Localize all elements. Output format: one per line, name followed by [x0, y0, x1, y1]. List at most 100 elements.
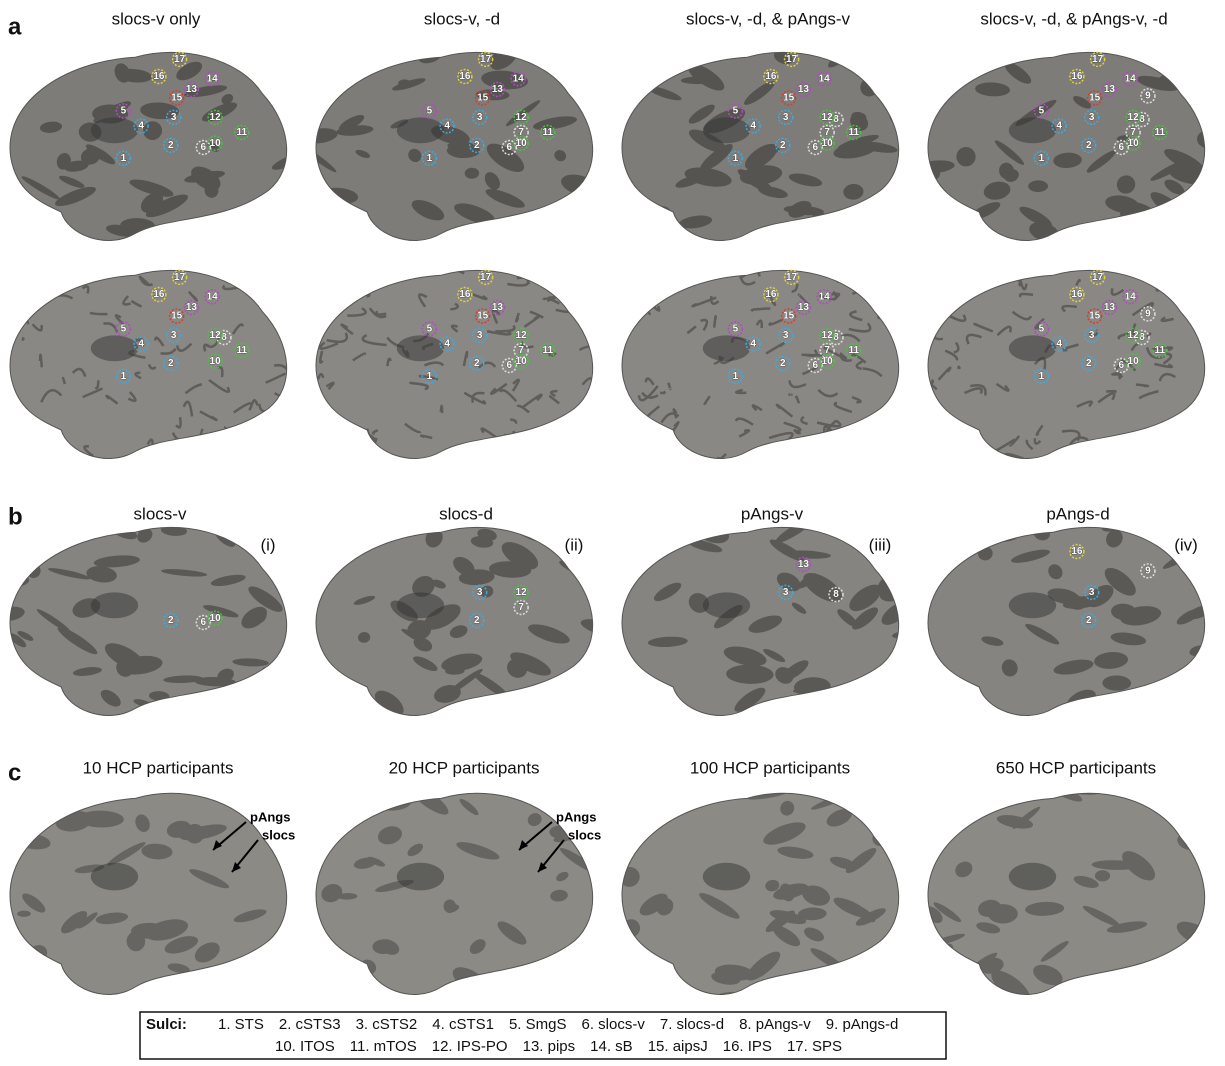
sulcus-label: 15	[171, 311, 183, 322]
sulcus-label: 2	[1086, 615, 1092, 626]
gyrus-line	[755, 265, 757, 266]
sulcus-blob	[538, 37, 581, 59]
sulcus-label: 11	[542, 345, 553, 356]
sulcus-label: 4	[444, 121, 450, 132]
legend-item: 11. mTOS	[350, 1038, 417, 1055]
gyrus-line	[1026, 459, 1044, 468]
sulcus-blob	[290, 675, 335, 700]
sulcus-blob	[1195, 795, 1225, 823]
sulcus-blob	[1158, 233, 1204, 244]
gyrus-line	[591, 440, 602, 447]
sulcus-blob	[1191, 965, 1225, 995]
column-numeral: (i)	[260, 535, 275, 554]
sulcus-blob	[163, 698, 206, 714]
sulcus-blob	[639, 707, 667, 734]
shade	[91, 335, 138, 361]
sulcus-label: 9	[1145, 91, 1151, 102]
gyrus-line	[205, 448, 225, 456]
gyrus-line	[1022, 257, 1037, 261]
sulcus-blob	[568, 952, 587, 960]
sulcus-blob	[305, 939, 321, 960]
gyrus-line	[281, 428, 289, 431]
sulcus-blob	[0, 693, 43, 730]
sulcus-blob	[1013, 775, 1055, 799]
sulcus-label: 6	[506, 142, 512, 153]
brain-surface	[928, 527, 1205, 715]
sulcus-blob	[700, 713, 735, 741]
sulcus-blob	[802, 234, 841, 266]
shade	[703, 117, 750, 143]
sulcus-label: 4	[1056, 339, 1062, 350]
sulcus-blob	[772, 982, 815, 1002]
gyrus-line	[655, 446, 674, 454]
gyrus-line	[1206, 268, 1211, 276]
sulcus-blob	[956, 698, 976, 717]
sulcus-label: 13	[186, 302, 198, 313]
gyrus-line	[853, 447, 861, 452]
gyrus-line	[442, 256, 446, 265]
sulcus-label: 4	[750, 121, 756, 132]
shade	[91, 592, 138, 618]
sulcus-blob	[265, 204, 286, 224]
sulcus-label: 2	[780, 358, 786, 369]
sulcus-label: 6	[1118, 360, 1124, 371]
gyrus-line	[958, 366, 960, 368]
sulcus-label: 6	[200, 142, 206, 153]
sulcus-label: 10	[1128, 138, 1140, 149]
gyrus-line	[258, 292, 271, 295]
sulcus-blob	[181, 227, 200, 249]
gyrus-line	[1051, 458, 1055, 467]
sulcus-blob	[894, 102, 916, 122]
gyrus-line	[858, 262, 867, 272]
brain	[915, 27, 1225, 271]
gyrus-line	[54, 276, 66, 285]
gyrus-line	[441, 406, 442, 413]
sulcus-label: 15	[171, 93, 183, 104]
sulcus-blob	[34, 971, 64, 992]
annotation: pAngs	[556, 809, 596, 824]
gyrus-line	[1131, 271, 1141, 275]
gyrus-line	[20, 276, 30, 291]
sulcus-blob	[930, 63, 977, 73]
sulcus-blob	[792, 710, 821, 724]
gyrus-line	[6, 427, 24, 438]
gyrus-line	[844, 270, 853, 274]
gyrus-line	[246, 445, 264, 456]
sulcus-label: 2	[474, 358, 480, 369]
legend-item: 8. pAngs-v	[739, 1016, 811, 1033]
sulcus-label: 10	[822, 356, 834, 367]
sulcus-label: 14	[1125, 73, 1137, 84]
gyrus-line	[227, 462, 235, 466]
sulcus-label: 6	[1118, 142, 1124, 153]
gyrus-line	[347, 440, 364, 445]
sulcus-blob	[210, 223, 225, 234]
brain	[2, 256, 298, 478]
sulcus-label: 12	[516, 587, 528, 598]
brain-surface	[928, 793, 1205, 994]
sulcus-blob	[640, 222, 682, 244]
sulcus-blob	[555, 795, 572, 807]
sulcus-label: 8	[833, 589, 839, 600]
annotation: slocs	[262, 827, 295, 842]
gyrus-line	[1197, 466, 1207, 471]
sulcus-label: 10	[516, 138, 528, 149]
sulcus-blob	[1169, 27, 1213, 56]
sulcus-label: 12	[210, 330, 222, 341]
gyrus-line	[1120, 439, 1126, 448]
sulcus-label: 13	[798, 302, 810, 313]
gyrus-line	[696, 275, 706, 283]
gyrus-line	[2, 295, 14, 302]
gyrus-line	[643, 459, 656, 465]
shade	[397, 592, 444, 618]
sulcus-label: 16	[459, 71, 471, 82]
gyrus-line	[12, 268, 18, 274]
sulcus-blob	[571, 985, 592, 998]
gyrus-line	[489, 257, 496, 261]
sulcus-label: 17	[480, 272, 492, 283]
sulcus-label: 15	[1089, 93, 1101, 104]
gyrus-line	[917, 257, 934, 268]
annotation: pAngs	[250, 809, 290, 824]
gyrus-line	[941, 300, 955, 305]
sulcus-label: 3	[1089, 112, 1095, 123]
sulcus-label: 3	[477, 112, 483, 123]
